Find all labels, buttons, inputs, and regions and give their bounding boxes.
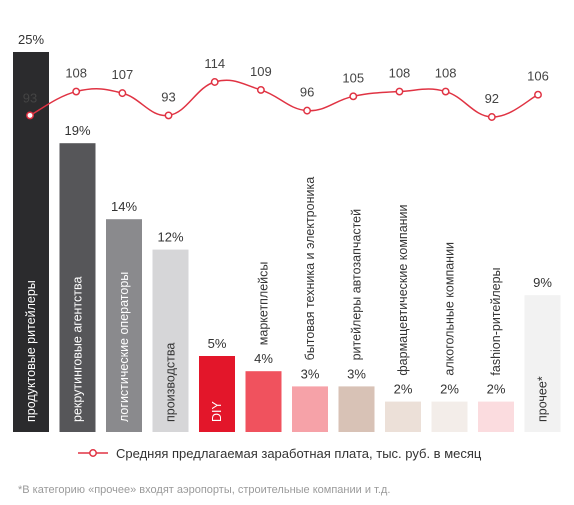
bar-value-label: 2% (394, 382, 413, 397)
category-labels-group: продуктовые ритейлеры рекрутинговые агент… (24, 177, 550, 422)
salary-value-label: 108 (389, 66, 411, 81)
salary-value-label: 108 (65, 66, 87, 81)
bar-value-label: 14% (111, 199, 137, 214)
salary-value-label: 96 (300, 85, 314, 100)
salary-labels-group: 93 108 107 93 114 109 96 105 108 108 92 106 (23, 56, 549, 106)
salary-point (256, 86, 265, 94)
bar-value-label: 2% (440, 382, 459, 397)
salary-point (303, 106, 312, 115)
category-label: fashion-ритейлеры (489, 267, 503, 375)
salary-value-label: 114 (204, 56, 225, 71)
salary-value-label: 105 (342, 70, 364, 85)
bar-9 (385, 401, 421, 432)
salary-value-label: 93 (161, 89, 175, 104)
legend: Средняя предлагаемая заработная плата, т… (78, 446, 482, 461)
bar-value-label: 25% (18, 32, 44, 47)
salary-value-label: 109 (250, 64, 272, 79)
bar-10 (431, 401, 468, 432)
category-label: фармацевтические компании (396, 204, 410, 375)
bar-value-label: 12% (157, 230, 183, 245)
category-label: бытовая техника и электроника (303, 177, 317, 361)
salary-value-label: 108 (435, 66, 457, 81)
salary-point (349, 92, 358, 101)
salary-point (534, 90, 542, 99)
salary-value-label: 93 (23, 90, 37, 105)
category-label: логистические операторы (117, 272, 131, 422)
salary-point (26, 111, 34, 120)
bar-value-label: 3% (301, 366, 320, 381)
bar-8 (338, 386, 375, 432)
salary-point (72, 87, 81, 96)
bar-value-label: 4% (254, 351, 273, 366)
bar-value-label: 3% (347, 366, 366, 381)
salary-point (487, 113, 496, 121)
bar-value-label: 2% (487, 382, 506, 397)
bar-value-label: 5% (208, 336, 227, 351)
category-label: прочее* (536, 376, 550, 422)
category-label: продуктовые ритейлеры (24, 280, 38, 422)
salary-point (441, 87, 450, 96)
salary-line-group (26, 78, 542, 121)
bar-6 (245, 371, 282, 432)
salary-value-label: 107 (112, 67, 134, 82)
category-label: маркетплейсы (257, 262, 271, 346)
bar-11 (478, 401, 514, 432)
category-label: ритейлеры автозапчастей (350, 209, 364, 361)
salary-point (395, 87, 404, 96)
salary-point (210, 78, 219, 86)
bar-2 (59, 143, 96, 432)
legend-point-marker (89, 449, 97, 457)
footnote: *В категорию «прочее» входят аэропорты, … (18, 484, 390, 496)
bars-group (13, 52, 561, 432)
bar-value-label: 9% (533, 275, 552, 290)
salary-line (29, 79, 539, 118)
category-label: рекрутинговые агентства (71, 277, 85, 422)
bar-12 (524, 295, 561, 432)
bar-5 (199, 356, 235, 432)
bar-value-label: 19% (64, 123, 90, 138)
category-label: производства (164, 343, 178, 422)
salary-point (118, 89, 127, 98)
category-label: алкогольные компании (443, 242, 457, 376)
bar-7 (292, 386, 328, 432)
bar-4 (152, 249, 189, 432)
salary-value-label: 92 (485, 91, 499, 106)
salary-value-label: 106 (527, 69, 549, 84)
percent-labels-group: 25% 19% 14% 12% 5% 4% 3% 3% 2% 2% 2% 9% (18, 32, 552, 397)
category-label: DIY (210, 401, 224, 423)
salary-point (164, 111, 173, 120)
bar-3 (106, 219, 142, 432)
legend-label: Средняя предлагаемая заработная плата, т… (116, 446, 482, 461)
